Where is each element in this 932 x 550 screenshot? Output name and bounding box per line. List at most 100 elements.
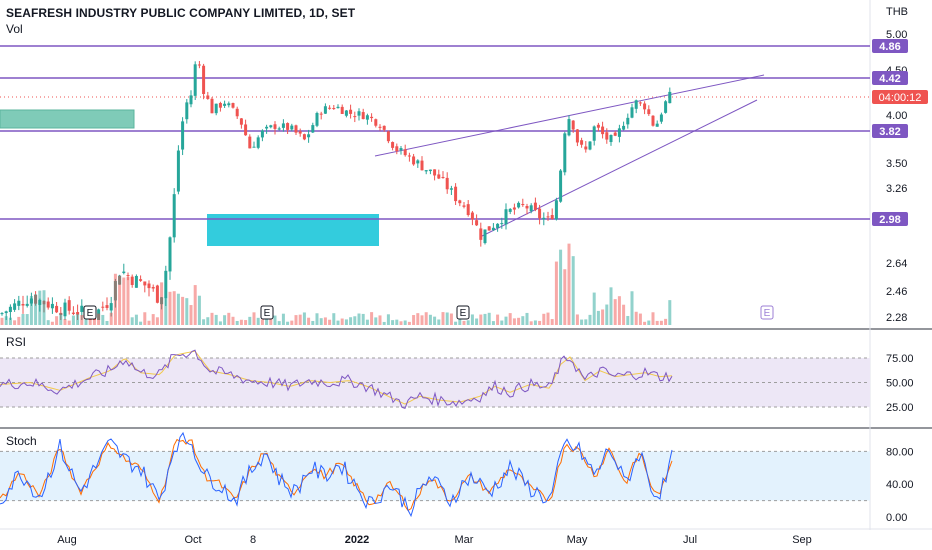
candle-body [21, 304, 25, 306]
candle-body [664, 101, 668, 113]
volume-bar [382, 321, 386, 325]
volume-bar [445, 312, 449, 325]
level-price-label: 2.98 [879, 214, 900, 226]
volume-bar [500, 320, 504, 325]
volume-bar [97, 313, 101, 325]
volume-bar [311, 320, 315, 325]
volume-bar [319, 318, 323, 325]
volume-bar [332, 313, 336, 325]
candle-body [508, 208, 512, 212]
candle-body [139, 279, 143, 281]
candle-body [622, 125, 626, 130]
volume-bar [134, 314, 138, 325]
candle-body [378, 126, 382, 128]
volume-bar [508, 313, 512, 325]
candle-body [307, 134, 311, 138]
candle-body [458, 200, 462, 204]
time-tick-label: Sep [792, 534, 812, 546]
volume-bar [105, 321, 109, 325]
candle-body [340, 106, 344, 114]
volume-bar [185, 298, 189, 325]
volume-bar [361, 313, 365, 325]
candle-body [46, 301, 50, 308]
volume-bar [71, 315, 75, 325]
volume-bar [155, 317, 159, 325]
volume-label: Vol [6, 22, 23, 36]
candle-body [588, 141, 592, 150]
volume-bar [315, 313, 319, 325]
volume-bar [172, 291, 176, 325]
rsi-tick-label: 25.00 [886, 402, 914, 414]
stoch-tick-label: 0.00 [886, 512, 907, 524]
candle-body [437, 174, 441, 179]
candle-body [533, 202, 537, 210]
level-price-tag [872, 39, 908, 53]
candle-body [4, 311, 8, 314]
support-zone-box [0, 109, 135, 129]
candle-body [466, 204, 470, 216]
candle-body [399, 148, 403, 151]
candle-body [290, 125, 294, 130]
volume-bar [113, 273, 117, 325]
volume-bar [462, 320, 466, 325]
candle-body [634, 100, 638, 109]
time-tick-label: Jul [683, 534, 697, 546]
candle-body [546, 216, 550, 218]
candle-body [596, 124, 600, 128]
candle-body [168, 237, 172, 272]
volume-bar [365, 319, 369, 325]
volume-bar [441, 312, 445, 325]
price-tick-label: 2.46 [886, 286, 907, 298]
candle-body [134, 275, 138, 288]
earnings-marker [456, 305, 470, 320]
volume-bar [286, 321, 290, 325]
volume-bar [328, 319, 332, 325]
candle-body [559, 170, 563, 202]
earnings-marker [760, 305, 774, 320]
candle-body [617, 128, 621, 137]
candle-body [336, 106, 340, 109]
candle-body [193, 64, 197, 96]
volume-bar [139, 321, 143, 325]
candle-body [407, 155, 411, 157]
volume-bar [130, 317, 134, 325]
volume-bar [575, 314, 579, 325]
candle-body [328, 107, 332, 109]
stoch-pane-label: Stoch [6, 434, 37, 448]
volume-bar [244, 320, 248, 325]
volume-bar [55, 316, 59, 325]
candle-body [428, 169, 432, 172]
stoch-d-line [0, 438, 673, 512]
volume-bar [307, 317, 311, 325]
candle-body [601, 126, 605, 135]
time-tick-label: Oct [184, 534, 201, 546]
volume-bar [454, 321, 458, 325]
price-tick-label: 3.26 [886, 183, 907, 195]
candle-body [512, 207, 516, 210]
volume-bar [651, 312, 655, 325]
candle-body [571, 120, 575, 130]
volume-bar [189, 305, 193, 325]
candle-body [517, 202, 521, 208]
volume-bar [433, 316, 437, 325]
candle-body [454, 186, 458, 202]
volume-bar [210, 312, 214, 325]
level-price-label: 4.42 [879, 73, 900, 85]
volume-bar [428, 314, 432, 325]
volume-bar [34, 294, 38, 325]
volume-bar [46, 320, 50, 325]
volume-bar [370, 312, 374, 325]
volume-bar [416, 313, 420, 325]
volume-bar [160, 282, 164, 325]
volume-bar [512, 318, 516, 325]
volume-bar [424, 312, 428, 325]
volume-bar [634, 311, 638, 325]
candle-body [550, 215, 554, 219]
volume-bar [483, 313, 487, 325]
candle-body [80, 305, 84, 312]
candle-body [382, 125, 386, 130]
candle-body [143, 281, 147, 286]
candle-body [370, 116, 374, 119]
volume-bar [659, 320, 663, 325]
